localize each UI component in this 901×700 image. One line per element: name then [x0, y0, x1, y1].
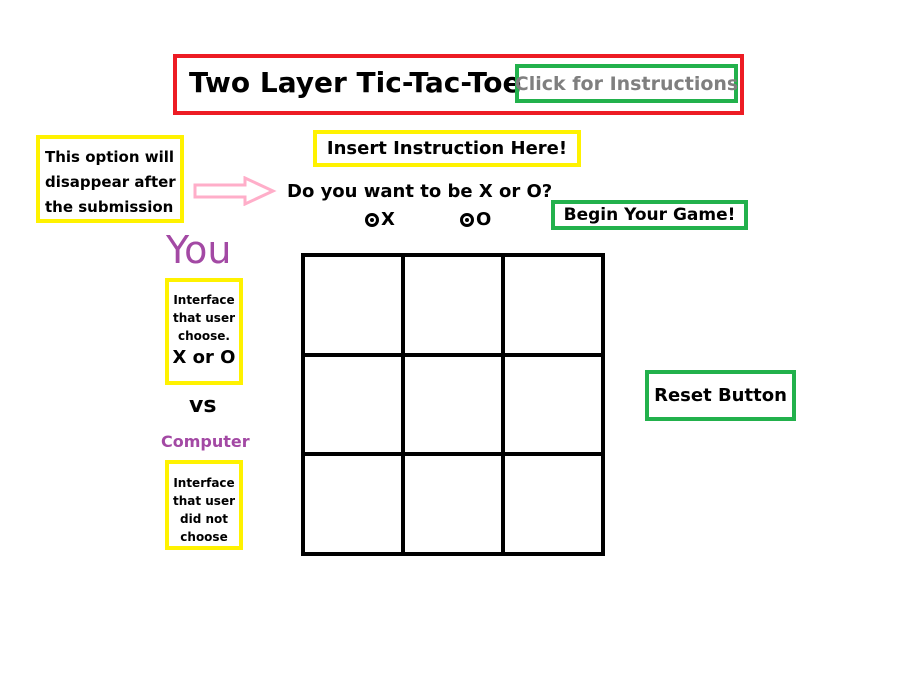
- note-text: This option will disappear after the sub…: [45, 148, 176, 216]
- radio-x-label: X: [381, 209, 395, 230]
- player-label: You: [166, 228, 232, 272]
- reset-button[interactable]: Reset Button: [645, 370, 796, 421]
- board-cell[interactable]: [503, 454, 603, 554]
- board-cell[interactable]: [303, 354, 403, 455]
- board-cell[interactable]: [403, 454, 503, 554]
- board-cell[interactable]: [503, 255, 603, 355]
- choice-question: Do you want to be X or O?: [287, 181, 553, 202]
- radio-o-label: O: [476, 209, 492, 230]
- radio-icon[interactable]: [365, 212, 379, 227]
- opponent-interface-text: Interface that user did not choose: [172, 476, 236, 544]
- opponent-interface-box: Interface that user did not choose: [165, 460, 243, 550]
- instructions-button[interactable]: Click for Instructions: [515, 64, 738, 103]
- instruction-text: Insert Instruction Here!: [326, 138, 568, 159]
- title-frame: [173, 54, 744, 115]
- radio-x[interactable]: X: [365, 209, 395, 230]
- board-cell[interactable]: [403, 255, 503, 355]
- board-cell[interactable]: [303, 454, 403, 554]
- player-choice-text: X or O: [172, 347, 236, 368]
- game-board: [301, 253, 605, 556]
- instruction-placeholder: Insert Instruction Here!: [313, 130, 581, 167]
- page-title: Two Layer Tic-Tac-Toe: [189, 66, 522, 99]
- player-interface-box: Interface that user choose. X or O: [165, 278, 243, 385]
- opponent-label: Computer: [161, 432, 250, 451]
- player-interface-text: Interface that user choose.: [172, 293, 236, 343]
- board-cell[interactable]: [403, 354, 503, 455]
- radio-o[interactable]: O: [460, 209, 491, 230]
- versus-label: vs: [189, 393, 217, 418]
- board-cell[interactable]: [503, 354, 603, 455]
- begin-game-button[interactable]: Begin Your Game!: [551, 200, 748, 230]
- board-cell[interactable]: [303, 255, 403, 355]
- note-box: This option will disappear after the sub…: [36, 135, 184, 223]
- arrow-right-icon: [193, 176, 277, 206]
- radio-icon[interactable]: [460, 212, 474, 227]
